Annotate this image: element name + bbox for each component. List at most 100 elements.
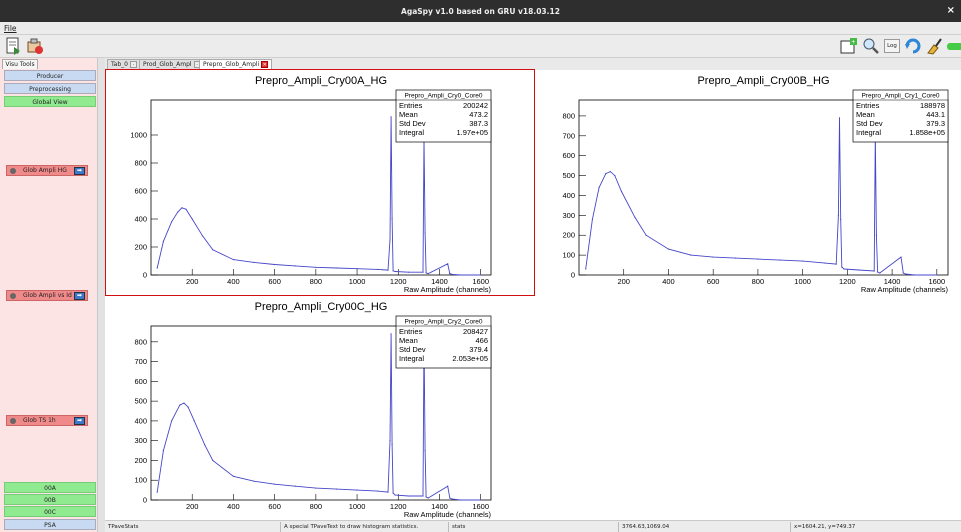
data-point xyxy=(873,270,875,272)
producer-button[interactable]: Producer xyxy=(4,70,96,81)
y-tick-label: 100 xyxy=(562,251,575,260)
data-point xyxy=(394,494,396,496)
tab-tab-0[interactable]: Tab_0 · xyxy=(107,59,141,69)
arrow-right-icon[interactable]: ➡ xyxy=(74,417,85,425)
data-point xyxy=(407,271,410,273)
data-point xyxy=(387,491,389,493)
preprocessing-button[interactable]: Preprocessing xyxy=(4,83,96,94)
tab-visu-tools[interactable]: Visu Tools xyxy=(2,59,38,69)
cry-00a-button[interactable]: 00A xyxy=(4,482,96,493)
data-point xyxy=(422,495,424,497)
psa-button[interactable]: PSA xyxy=(4,519,96,530)
plot-canvas[interactable]: Prepro_Ampli_Cry00A_HG 200 400 600 800 1000 12… xyxy=(105,69,961,520)
data-point xyxy=(480,274,482,276)
stats-value: 379.3 xyxy=(926,119,945,128)
x-axis-label: Raw Amplitude (channels) xyxy=(861,285,949,294)
glob-ampli-hg-label: Glob Ampli HG xyxy=(23,167,67,174)
data-point xyxy=(212,459,214,462)
data-point xyxy=(156,267,158,269)
arrow-right-icon[interactable]: ➡ xyxy=(74,167,85,175)
data-point xyxy=(377,490,379,492)
glob-ampli-vs-id-button[interactable]: Glob Ampli vs Id ➡ xyxy=(6,290,88,301)
stats-label: Std Dev xyxy=(399,119,426,128)
pad-cry00a[interactable]: Prepro_Ampli_Cry00A_HG 200 400 600 800 1000 12… xyxy=(105,69,535,296)
data-point xyxy=(183,402,185,404)
close-window-button[interactable]: × xyxy=(946,5,955,16)
data-point xyxy=(394,270,396,273)
x-tick-label: 800 xyxy=(310,277,323,286)
data-point xyxy=(459,274,461,276)
data-point xyxy=(480,499,482,501)
glob-ts-1h-button[interactable]: Glob TS 1h ➡ xyxy=(6,415,88,426)
refresh-icon[interactable] xyxy=(904,37,922,55)
data-point xyxy=(315,266,317,268)
stats-label: Entries xyxy=(399,327,423,336)
x-tick-label: 200 xyxy=(186,502,199,511)
data-point xyxy=(734,257,737,259)
data-point xyxy=(427,273,429,275)
data-point xyxy=(936,274,938,276)
x-tick-label: 1600 xyxy=(472,277,489,286)
stats-value: 200242 xyxy=(463,101,488,110)
cry-00b-button[interactable]: 00B xyxy=(4,494,96,505)
y-tick-label: 500 xyxy=(562,171,575,180)
clear-icon[interactable] xyxy=(925,37,943,55)
data-point xyxy=(779,259,781,261)
glob-ampli-hg-button[interactable]: Glob Ampli HG ➡ xyxy=(6,165,88,176)
stats-value: 387.3 xyxy=(469,119,488,128)
arrow-right-icon[interactable]: ➡ xyxy=(74,292,85,300)
panel-splitter[interactable] xyxy=(98,58,105,532)
toggle-icon[interactable] xyxy=(946,37,961,55)
cry-00c-button[interactable]: 00C xyxy=(4,506,96,517)
data-point xyxy=(232,475,235,477)
histogram-line xyxy=(156,116,481,276)
stats-label: Std Dev xyxy=(399,345,426,354)
status-bar: TPaveStats A special TPaveText to draw h… xyxy=(105,520,961,532)
zoom-icon[interactable] xyxy=(862,37,880,55)
data-point xyxy=(447,263,449,265)
open-icon[interactable] xyxy=(26,37,44,55)
x-tick-label: 600 xyxy=(268,502,281,511)
data-point xyxy=(459,499,461,501)
data-point xyxy=(667,248,670,250)
stats-value: 188978 xyxy=(920,101,945,110)
data-point xyxy=(387,269,389,271)
x-tick-label: 1000 xyxy=(794,277,811,286)
tab-prepro-glob-ampli[interactable]: Prepro_Glob_Ampli ✕ xyxy=(199,59,273,69)
tab-close-icon[interactable]: · xyxy=(129,61,137,68)
data-point xyxy=(389,239,391,241)
stats-box xyxy=(395,89,492,143)
data-point xyxy=(392,492,394,494)
x-tick-label: 1400 xyxy=(884,277,901,286)
global-view-button[interactable]: Global View xyxy=(4,96,96,107)
canvas-tabs: Tab_0 · Prod_Glob_Ampl · Prepro_Glob_Ampli… xyxy=(105,58,961,70)
new-canvas-icon[interactable]: + xyxy=(840,37,858,55)
histogram-line xyxy=(156,333,481,501)
menu-bar: File xyxy=(0,22,961,35)
y-tick-label: 300 xyxy=(562,211,575,220)
x-tick-label: 200 xyxy=(617,277,630,286)
x-axis-label: Raw Amplitude (channels) xyxy=(404,285,492,294)
data-point xyxy=(451,498,453,500)
log-toggle[interactable]: Log xyxy=(884,39,900,53)
stats-box xyxy=(852,89,949,143)
data-point xyxy=(162,449,164,452)
menu-file[interactable]: File xyxy=(4,24,17,33)
data-point xyxy=(335,267,338,269)
tab-prod-glob-ampl[interactable]: Prod_Glob_Ampl · xyxy=(139,59,205,69)
y-tick-label: 200 xyxy=(562,231,575,240)
status-object: TPaveStats xyxy=(108,524,139,530)
save-icon[interactable] xyxy=(4,37,22,55)
x-tick-label: 800 xyxy=(752,277,765,286)
tab-close-icon[interactable]: ✕ xyxy=(261,61,269,68)
data-point xyxy=(232,259,235,261)
x-tick-label: 400 xyxy=(227,502,240,511)
data-point xyxy=(177,211,179,213)
data-point xyxy=(843,268,845,270)
stats-label: Integral xyxy=(856,128,881,137)
status-dot-icon xyxy=(10,293,16,299)
y-tick-label: 800 xyxy=(134,337,147,346)
data-point xyxy=(876,271,879,273)
